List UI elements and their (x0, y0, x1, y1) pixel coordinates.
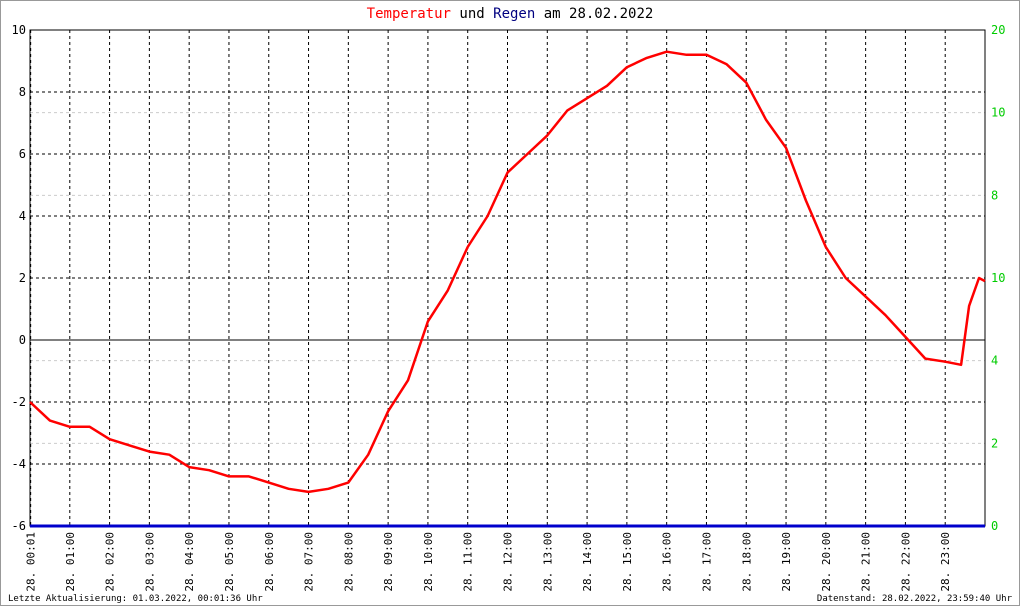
x-tick-label: 28. 14:00 (581, 532, 594, 592)
x-tick-label: 28. 07:00 (303, 532, 316, 592)
y-tick-label: 2 (19, 271, 26, 285)
y-tick-label: 6 (19, 147, 26, 161)
x-tick-label: 28. 08:00 (342, 532, 355, 592)
x-tick-label: 28. 01:00 (64, 532, 77, 592)
y2-tick-label: 20 (991, 23, 1005, 37)
y-tick-label: 4 (19, 209, 26, 223)
title-part: Regen (493, 6, 535, 22)
x-tick-label: 28. 05:00 (223, 532, 236, 592)
x-tick-label: 28. 02:00 (104, 532, 117, 592)
x-tick-label: 28. 20:00 (820, 532, 833, 592)
x-tick-label: 28. 09:00 (382, 532, 395, 592)
x-tick-label: 28. 00:01 (25, 532, 38, 592)
y2-tick-label: 2 (991, 436, 998, 450)
x-tick-label: 28. 10:00 (422, 532, 435, 592)
y2-tick-label: 10 (991, 106, 1005, 120)
x-tick-label: 28. 12:00 (502, 532, 515, 592)
title-part: am 28.02.2022 (544, 6, 654, 22)
y2-tick-label: 8 (991, 188, 998, 202)
x-tick-label: 28. 23:00 (939, 532, 952, 592)
x-tick-label: 28. 13:00 (541, 532, 554, 592)
y-tick-label: -6 (12, 519, 26, 533)
y-tick-label: 8 (19, 85, 26, 99)
x-tick-label: 28. 18:00 (740, 532, 753, 592)
x-tick-label: 28. 15:00 (621, 532, 634, 592)
y-tick-label: -4 (12, 457, 26, 471)
y-tick-label: 10 (12, 23, 26, 37)
x-tick-label: 28. 19:00 (780, 532, 793, 592)
y2-tick-label: 10 (991, 271, 1005, 285)
x-tick-label: 28. 17:00 (700, 532, 713, 592)
x-tick-label: 28. 03:00 (143, 532, 156, 592)
y2-tick-label: 0 (991, 519, 998, 533)
x-tick-label: 28. 06:00 (263, 532, 276, 592)
footer-left: Letzte Aktualisierung: 01.03.2022, 00:01… (8, 594, 263, 604)
y2-tick-label: 4 (991, 354, 998, 368)
x-tick-label: 28. 22:00 (899, 532, 912, 592)
title-part: und (459, 6, 484, 22)
y-tick-label: -2 (12, 395, 26, 409)
series-line (29, 50, 986, 494)
x-tick-label: 28. 16:00 (661, 532, 674, 592)
y-tick-label: 0 (19, 333, 26, 347)
x-tick-label: 28. 11:00 (462, 532, 475, 592)
x-tick-label: 28. 04:00 (183, 532, 196, 592)
title-part: Temperatur (367, 6, 451, 22)
x-tick-label: 28. 21:00 (860, 532, 873, 592)
chart-title: Temperatur und Regen am 28.02.2022 (367, 6, 654, 22)
footer-right: Datenstand: 28.02.2022, 23:59:40 Uhr (817, 594, 1013, 604)
